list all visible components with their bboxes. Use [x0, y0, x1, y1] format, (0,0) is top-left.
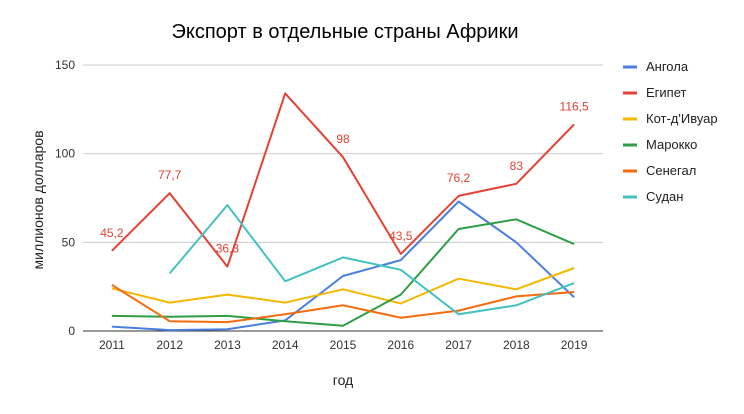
- legend: Ангола Египет Кот-д'Ивуар Марокко Сенегал Суд…: [623, 59, 718, 204]
- x-tick-label: 2018: [503, 338, 530, 352]
- gridlines: [83, 64, 603, 332]
- x-tick-label: 2014: [272, 338, 299, 352]
- legend-label: Судан: [646, 189, 683, 204]
- legend-label: Кот-д'Ивуар: [646, 111, 718, 126]
- x-tick-label: 2019: [561, 338, 588, 352]
- series-line-Египет: [111, 92, 575, 268]
- y-tick-label: 150: [55, 58, 75, 72]
- x-tick-label: 2016: [387, 338, 414, 352]
- legend-label: Ангола: [646, 59, 689, 74]
- data-label: 98: [336, 132, 350, 146]
- series-line-Ангола: [111, 200, 575, 332]
- data-labels: 45,2 77,7 36,3 98 43,5 76,2 83 116,5: [100, 99, 589, 255]
- data-label: 116,5: [560, 99, 589, 113]
- x-tick-label: 2015: [330, 338, 357, 352]
- legend-label: Марокко: [646, 137, 697, 152]
- data-label: 76,2: [447, 171, 471, 185]
- data-label: 83: [510, 159, 524, 173]
- data-label: 36,3: [216, 242, 240, 256]
- data-label: 77,7: [158, 168, 182, 182]
- series-lines: [111, 92, 575, 332]
- legend-label: Египет: [646, 85, 687, 100]
- legend-label: Сенегал: [646, 163, 696, 178]
- series-line-Марокко: [111, 218, 575, 327]
- series-line-Судан: [168, 204, 575, 316]
- x-tick-label: 2013: [214, 338, 241, 352]
- x-axis-label: год: [333, 372, 353, 388]
- data-label: 45,2: [100, 226, 124, 240]
- x-tick-label: 2012: [156, 338, 183, 352]
- series-line-Сенегал: [111, 284, 575, 324]
- series-line-Кот-д'Ивуар: [111, 267, 575, 305]
- chart-title: Экспорт в отдельные страны Африки: [171, 21, 518, 43]
- y-tick-label: 50: [62, 235, 76, 249]
- x-tick-labels: 2011 2012 2013 2014 2015 2016 2017 2018 2019: [99, 338, 588, 352]
- y-tick-label: 100: [55, 147, 75, 161]
- x-tick-label: 2011: [99, 338, 125, 352]
- data-label: 43,5: [389, 229, 413, 243]
- y-tick-labels: 0 50 100 150: [55, 58, 75, 338]
- y-tick-label: 0: [68, 324, 75, 338]
- x-tick-label: 2017: [445, 338, 472, 352]
- y-axis-label: миллионов долларов: [30, 130, 46, 269]
